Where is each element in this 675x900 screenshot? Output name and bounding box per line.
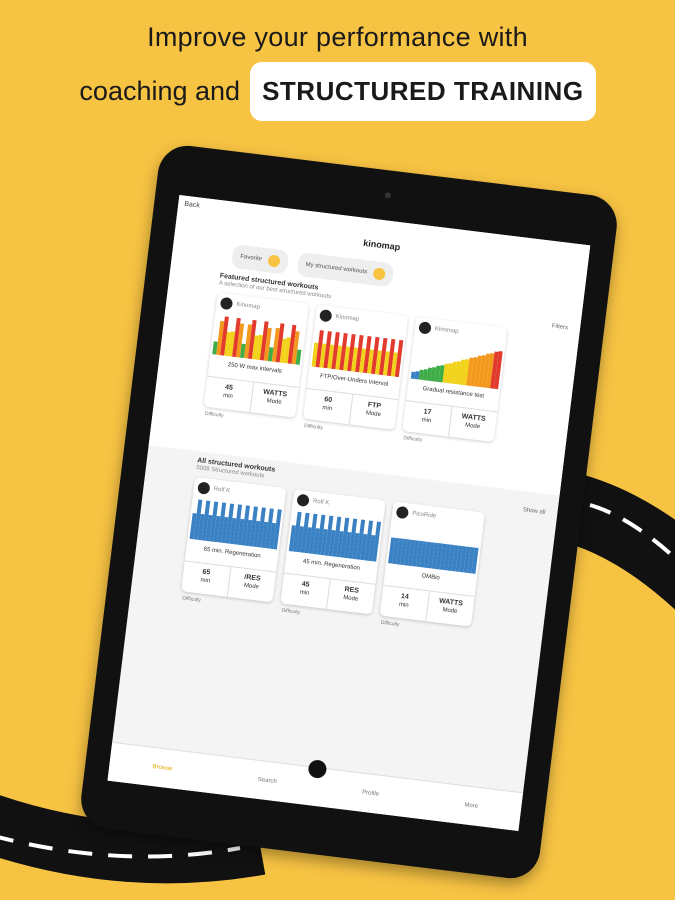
provider-name: Kinomap [236, 301, 261, 311]
headline-row: coaching and STRUCTURED TRAINING [0, 62, 675, 121]
nav-item[interactable]: Browse [152, 763, 173, 773]
road [0, 795, 266, 884]
tab-label: My structured workouts [305, 261, 368, 276]
tab-icon [372, 267, 386, 281]
headline: coaching and [79, 76, 241, 106]
duration-unit: min [222, 392, 234, 400]
difficulty: Difficulty [403, 435, 423, 444]
duration-stat: 17 min [402, 401, 451, 436]
home-button[interactable] [307, 759, 328, 780]
duration-unit: min [322, 405, 333, 413]
difficulty: Difficulty [380, 619, 400, 628]
provider-avatar [197, 481, 211, 495]
provider-avatar [219, 296, 234, 311]
difficulty: Difficulty [181, 595, 202, 604]
mode-stat: FTP Mode [348, 394, 398, 430]
duration-unit: min [421, 417, 432, 425]
tab-label: Favorite [239, 253, 263, 263]
tab-icon [267, 254, 281, 268]
duration-stat: 65 min [181, 561, 230, 596]
mode-label: Mode [442, 607, 458, 615]
app-screen: Back kinomap Favorite My structured work… [107, 194, 591, 832]
workout-card[interactable]: PicoRide OMBio 14 min WATTS Mode Difficulty [379, 501, 485, 628]
duration-unit: min [200, 577, 211, 585]
profile-bar [394, 339, 404, 378]
workout-card[interactable]: Kinomap 250 W max intervals 45 min WATTS Mode… [203, 292, 310, 419]
back-button[interactable]: Back [183, 200, 201, 210]
duration-stat: 45 min [280, 574, 329, 609]
profile-bar [372, 521, 381, 562]
duration-stat: 60 min [303, 389, 352, 424]
mode-label: Mode [243, 582, 260, 591]
duration-unit: min [398, 601, 409, 609]
headline: Improve your performance with [147, 22, 528, 52]
tablet: Back kinomap Favorite My structured work… [77, 142, 621, 882]
provider-avatar [319, 309, 333, 323]
camera [384, 192, 392, 199]
mode-label: Mode [342, 594, 359, 603]
workout-card[interactable]: Kinomap Gradual resistance test 17 min WATTS… [402, 316, 508, 444]
difficulty: Difficulty [303, 422, 324, 432]
difficulty: Difficulty [204, 410, 224, 419]
workout-card[interactable]: Rolf K 65 min. Regeneration 65 min/RES Mode D… [181, 476, 287, 604]
road-dashes [589, 503, 675, 561]
mode-stat: /RES Mode [226, 566, 277, 603]
mode-stat: WATTS Mode [447, 406, 498, 443]
provider-name: Kinomap [434, 326, 459, 335]
provider-name: Rolf K [312, 498, 330, 507]
bottom-nav: Browse Search Profile More [107, 741, 524, 832]
provider-name: Kinomap [335, 313, 360, 323]
profile-bar [272, 509, 282, 550]
mode-stat: WATTS Mode [424, 591, 475, 627]
workout-card[interactable]: Rolf K 45 min. Regeneration 45 min RES Mode Di… [280, 489, 386, 616]
mode-label: Mode [266, 398, 282, 406]
difficulty: Difficulty [281, 607, 301, 616]
nav-item[interactable]: Profile [361, 789, 380, 798]
mode-label: Mode [464, 422, 481, 431]
duration-stat: 45 min [204, 377, 253, 412]
provider-avatar [395, 505, 410, 520]
profile-bar [295, 349, 302, 365]
duration-unit: min [299, 589, 310, 597]
provider-name: PicoRide [411, 510, 437, 520]
highlight-badge: STRUCTURED TRAINING [250, 62, 596, 121]
nav-item[interactable]: More [464, 802, 479, 810]
workout-card[interactable]: Kinomap FTP/Over-Unders Interval 60 min FTP M… [303, 304, 409, 432]
road-dashes [0, 835, 241, 859]
filters-button[interactable]: Filters [551, 323, 569, 332]
provider-name: Rolf K [213, 486, 231, 495]
mode-stat: WATTS Mode [248, 382, 299, 418]
mode-stat: RES Mode [325, 579, 376, 615]
duration-stat: 14 min [380, 586, 429, 621]
provider-avatar [418, 321, 432, 335]
mode-label: Mode [365, 410, 382, 419]
nav-item[interactable]: Search [257, 776, 278, 786]
provider-avatar [296, 493, 310, 508]
